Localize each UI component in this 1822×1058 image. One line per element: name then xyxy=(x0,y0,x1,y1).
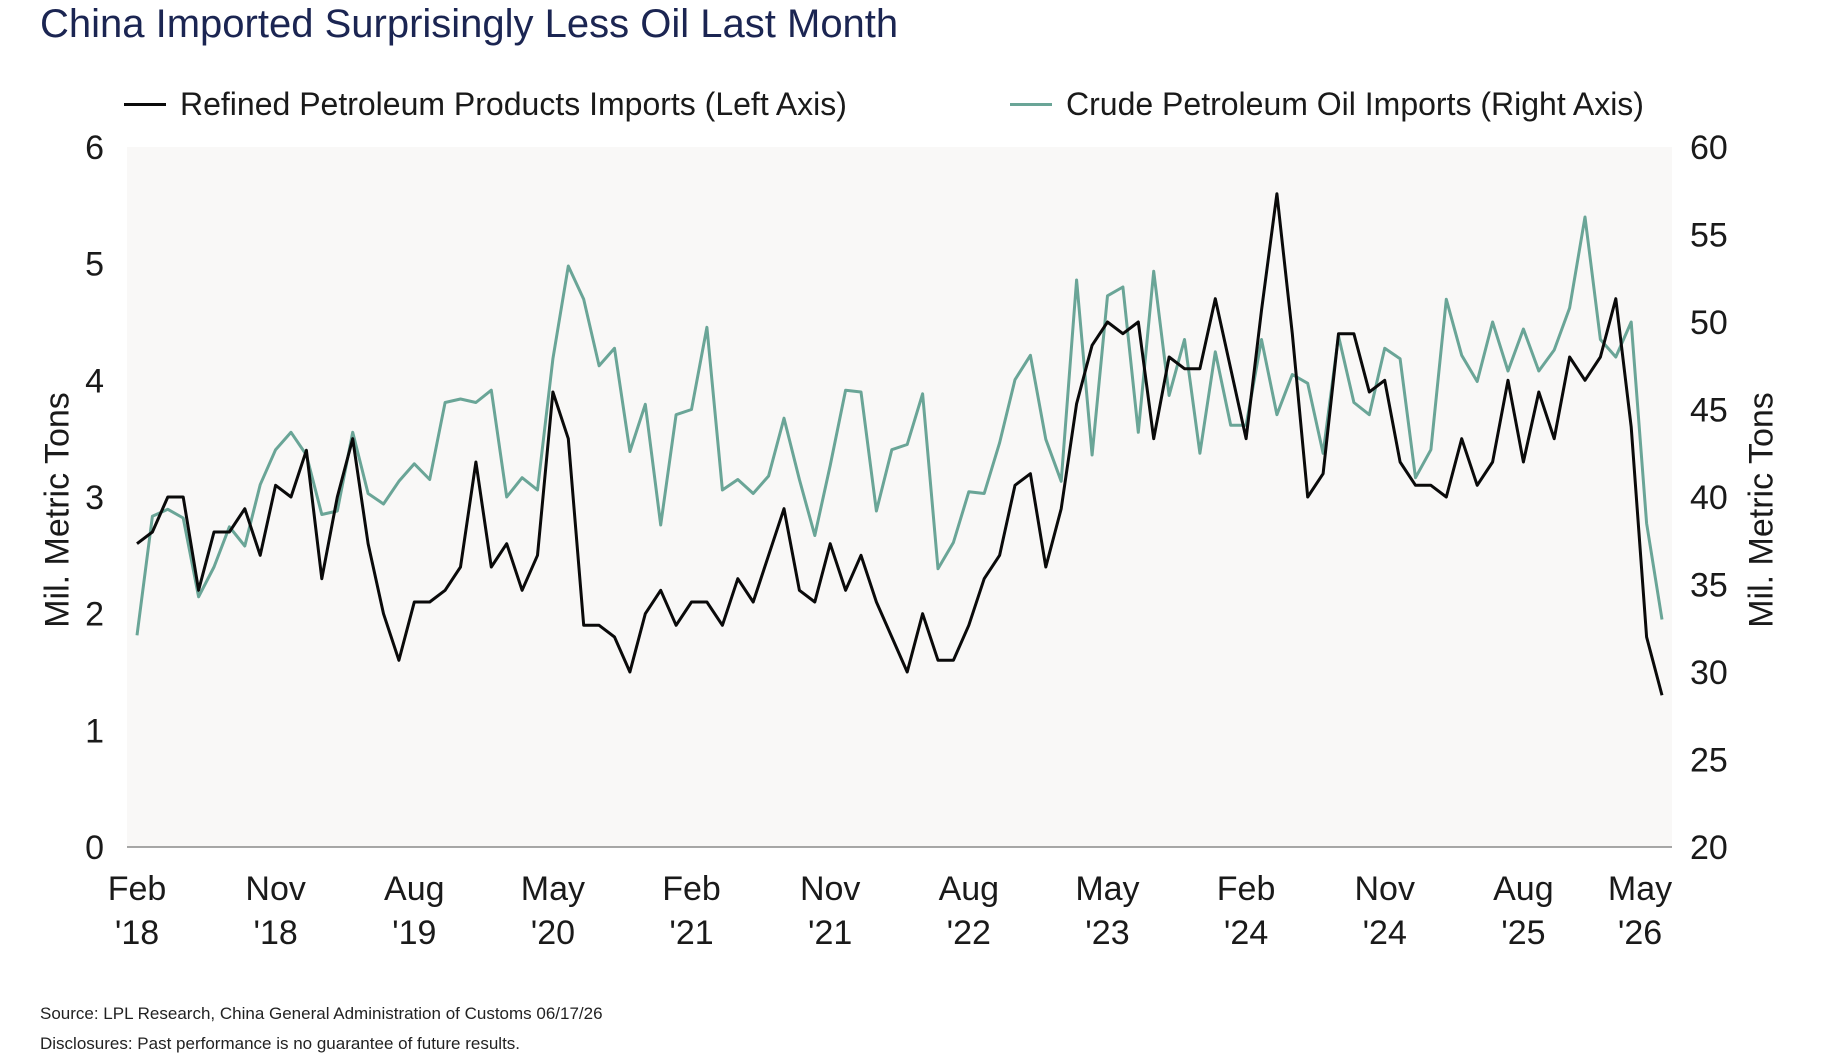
y-tick-label-left: 3 xyxy=(85,479,104,517)
y-tick-label-right: 20 xyxy=(1690,829,1728,867)
legend-label-refined: Refined Petroleum Products Imports (Left… xyxy=(180,85,847,122)
x-tick-label-month: Feb xyxy=(108,870,167,908)
x-tick-label-year: '20 xyxy=(531,914,575,952)
x-tick-label-month: May xyxy=(1075,870,1139,908)
x-tick-label-year: '24 xyxy=(1224,914,1268,952)
y-tick-label-right: 45 xyxy=(1690,392,1728,430)
x-tick-label-year: '23 xyxy=(1085,914,1129,952)
x-tick-label-year: '19 xyxy=(392,914,436,952)
legend-item-refined: Refined Petroleum Products Imports (Left… xyxy=(124,84,847,124)
x-tick-label-year: '25 xyxy=(1501,914,1545,952)
x-tick-label-month: Feb xyxy=(662,870,721,908)
disclosure-note: Disclosures: Past performance is no guar… xyxy=(40,1034,521,1053)
legend-label-crude: Crude Petroleum Oil Imports (Right Axis) xyxy=(1066,85,1644,122)
y-tick-label-right: 30 xyxy=(1690,654,1728,692)
legend-item-crude: Crude Petroleum Oil Imports (Right Axis) xyxy=(1010,84,1644,124)
chart-title: China Imported Surprisingly Less Oil Las… xyxy=(40,2,899,46)
x-tick-label-month: May xyxy=(1608,870,1672,908)
y-tick-label-left: 0 xyxy=(85,829,104,867)
x-tick-label-year: '21 xyxy=(808,914,852,952)
x-tick-label-year: '21 xyxy=(669,914,713,952)
y-tick-label-right: 25 xyxy=(1690,742,1728,780)
x-tick-label-month: Nov xyxy=(1354,870,1414,908)
x-tick-label-year: '22 xyxy=(947,914,991,952)
x-tick-label-month: Aug xyxy=(384,870,445,908)
x-tick-label-year: '24 xyxy=(1363,914,1407,952)
x-tick-label-month: Aug xyxy=(939,870,1000,908)
x-tick-label-year: '18 xyxy=(253,914,297,952)
legend-swatch-refined xyxy=(124,102,166,106)
y-tick-label-right: 50 xyxy=(1690,304,1728,342)
x-tick-label-month: May xyxy=(521,870,585,908)
x-tick-label-month: Feb xyxy=(1217,870,1276,908)
x-tick-label-year: '18 xyxy=(115,914,159,952)
y-tick-label-right: 55 xyxy=(1690,217,1728,255)
legend-swatch-crude xyxy=(1010,102,1052,106)
y-tick-label-right: 40 xyxy=(1690,479,1728,517)
y-tick-label-left: 6 xyxy=(85,129,104,167)
y-tick-label-right: 60 xyxy=(1690,129,1728,167)
source-note: Source: LPL Research, China General Admi… xyxy=(40,1004,603,1023)
series-line-crude xyxy=(135,215,1664,636)
x-tick-label-month: Aug xyxy=(1493,870,1554,908)
x-tick-label-month: Nov xyxy=(800,870,860,908)
y-tick-label-right: 35 xyxy=(1690,567,1728,605)
y-tick-label-left: 4 xyxy=(85,362,104,400)
y-tick-label-left: 5 xyxy=(85,246,104,284)
y-tick-label-left: 1 xyxy=(85,712,104,750)
x-tick-label-year: '26 xyxy=(1618,914,1662,952)
series-line-refined xyxy=(136,192,1664,696)
y-tick-label-left: 2 xyxy=(85,596,104,634)
x-tick-label-month: Nov xyxy=(245,870,305,908)
plot-area xyxy=(127,147,1672,847)
